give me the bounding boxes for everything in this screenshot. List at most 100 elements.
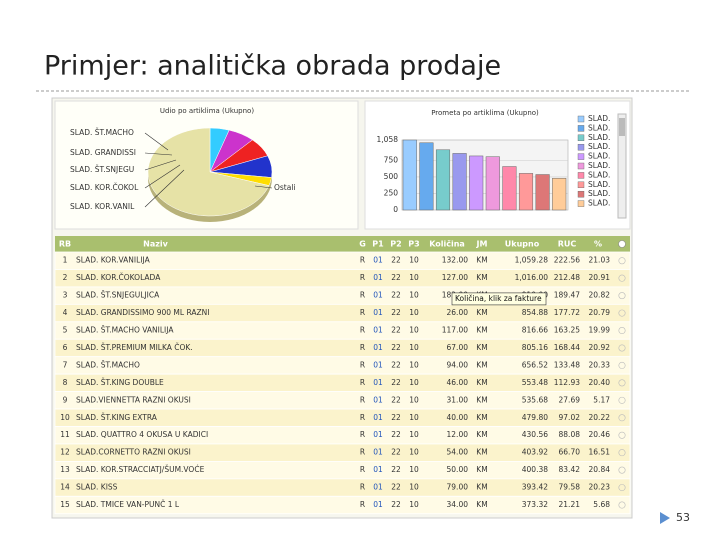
table-cell: 01 [373, 413, 383, 422]
table-cell: 22 [391, 413, 401, 422]
slide-arrow [660, 512, 670, 524]
table-cell: 20.82 [589, 291, 611, 300]
table-cell: 01 [373, 465, 383, 474]
table-cell: 01 [373, 256, 383, 265]
row-icon [618, 449, 626, 457]
row-icon [618, 466, 626, 474]
table-cell: 46.00 [447, 378, 469, 387]
pie-slice [147, 127, 270, 217]
row-icon [618, 292, 626, 300]
pie-label: SLAD. ŠT.SNJEGU [70, 165, 134, 174]
row-icon [618, 396, 626, 404]
leader-line [144, 169, 185, 208]
table-cell: 656.52 [522, 360, 548, 369]
table-cell: 01 [373, 273, 383, 282]
legend-swatch [577, 172, 585, 179]
table-cell: 535.68 [522, 395, 548, 404]
leader-line [144, 152, 173, 156]
table-cell: SLAD. KOR.VANILIJA [76, 256, 151, 265]
table-cell: 6 [63, 343, 68, 352]
y-tick-label: 0 [393, 205, 398, 214]
header-icon [618, 240, 626, 248]
table-cell: 79.00 [447, 483, 469, 492]
table-cell: 5.68 [593, 500, 610, 509]
table-cell: 20.23 [589, 483, 611, 492]
table-cell: 10 [409, 430, 419, 439]
table-cell: 83.42 [559, 465, 581, 474]
bar [435, 149, 451, 211]
table-cell: KM [476, 483, 487, 492]
table-cell: 01 [373, 395, 383, 404]
table-cell: 132.00 [442, 256, 468, 265]
table-cell: 20.92 [589, 343, 611, 352]
table-cell: 01 [373, 326, 383, 335]
table-cell: R [360, 395, 365, 404]
table-cell: SLAD. ŠT.SNJEGULJICA [76, 291, 160, 300]
legend-swatch [577, 143, 585, 151]
legend-entry: SLAD. [588, 170, 610, 179]
slide-title: Primjer: analitička obrada prodaje [44, 51, 501, 82]
table-cell: 22 [391, 483, 401, 492]
table-cell: 20.91 [589, 273, 611, 282]
table-cell: R [360, 465, 365, 474]
pie-label: SLAD. ŠT.MACHO [70, 128, 134, 137]
legend-swatch [577, 190, 585, 198]
bar [502, 166, 517, 211]
table-cell: 4 [63, 308, 68, 317]
table-cell: 22 [391, 378, 401, 387]
leader-line [144, 164, 181, 189]
table-cell: 34.00 [447, 500, 469, 509]
table-cell: R [360, 413, 365, 422]
row-icon [618, 414, 626, 422]
y-tick-label: 500 [384, 172, 399, 181]
bar [485, 156, 500, 211]
table-cell: 50.00 [447, 465, 469, 474]
chart-title: Udio po artiklima (Ukupno) [160, 107, 254, 115]
table-cell: 10 [409, 395, 419, 404]
table-cell: 9 [63, 395, 68, 404]
table-cell: 01 [373, 360, 383, 369]
column-header: Naziv [143, 240, 168, 249]
table-cell: SLAD. GRANDISSIMO 900 ML RAZNI [76, 308, 209, 317]
table-cell: R [360, 326, 365, 335]
column-header: P1 [372, 240, 384, 249]
legend-entry: SLAD. [588, 133, 610, 142]
row-icon [618, 327, 626, 335]
row-icon [618, 274, 626, 282]
table-cell: KM [476, 343, 487, 352]
table-cell: 94.00 [447, 360, 469, 369]
table-cell: 40.00 [447, 413, 469, 422]
column-header: JM [476, 240, 488, 249]
table-cell: 27.69 [559, 395, 581, 404]
bar [402, 139, 417, 211]
bar [518, 173, 534, 211]
tooltip: Količina, klik za fakture [455, 294, 542, 303]
table-cell: 854.88 [522, 308, 548, 317]
table-cell: 430.56 [522, 430, 548, 439]
table-cell: R [360, 448, 365, 457]
table-cell: 7 [63, 360, 68, 369]
table-cell: 816.66 [522, 326, 548, 335]
table-cell: 22 [391, 308, 401, 317]
tooltip-box [451, 292, 547, 306]
column-header: G [359, 240, 366, 249]
table-cell: 1 [63, 256, 68, 265]
table-cell: 01 [373, 430, 383, 439]
table-cell: 01 [373, 291, 383, 300]
table-cell: 10 [409, 465, 419, 474]
column-header: Ukupno [505, 240, 540, 249]
table-cell: SLAD. KOR.ČOKOLADA [76, 273, 161, 282]
pie-label: SLAD. GRANDISSI [70, 148, 136, 157]
table-cell: 54.00 [447, 448, 469, 457]
row-icon [618, 344, 626, 352]
table-cell: 19.99 [589, 326, 611, 335]
legend-entry: SLAD. [588, 152, 610, 161]
table-cell: SLAD.VIENNETTA RAZNI OKUSI [76, 395, 191, 404]
legend-swatch [577, 153, 585, 160]
legend-swatch [577, 134, 585, 142]
table-cell: 400.38 [522, 465, 548, 474]
table-cell: 553.48 [522, 378, 548, 387]
table-cell: SLAD.CORNETTO RAZNI OKUSI [76, 448, 191, 457]
table-cell: 163.25 [554, 326, 580, 335]
